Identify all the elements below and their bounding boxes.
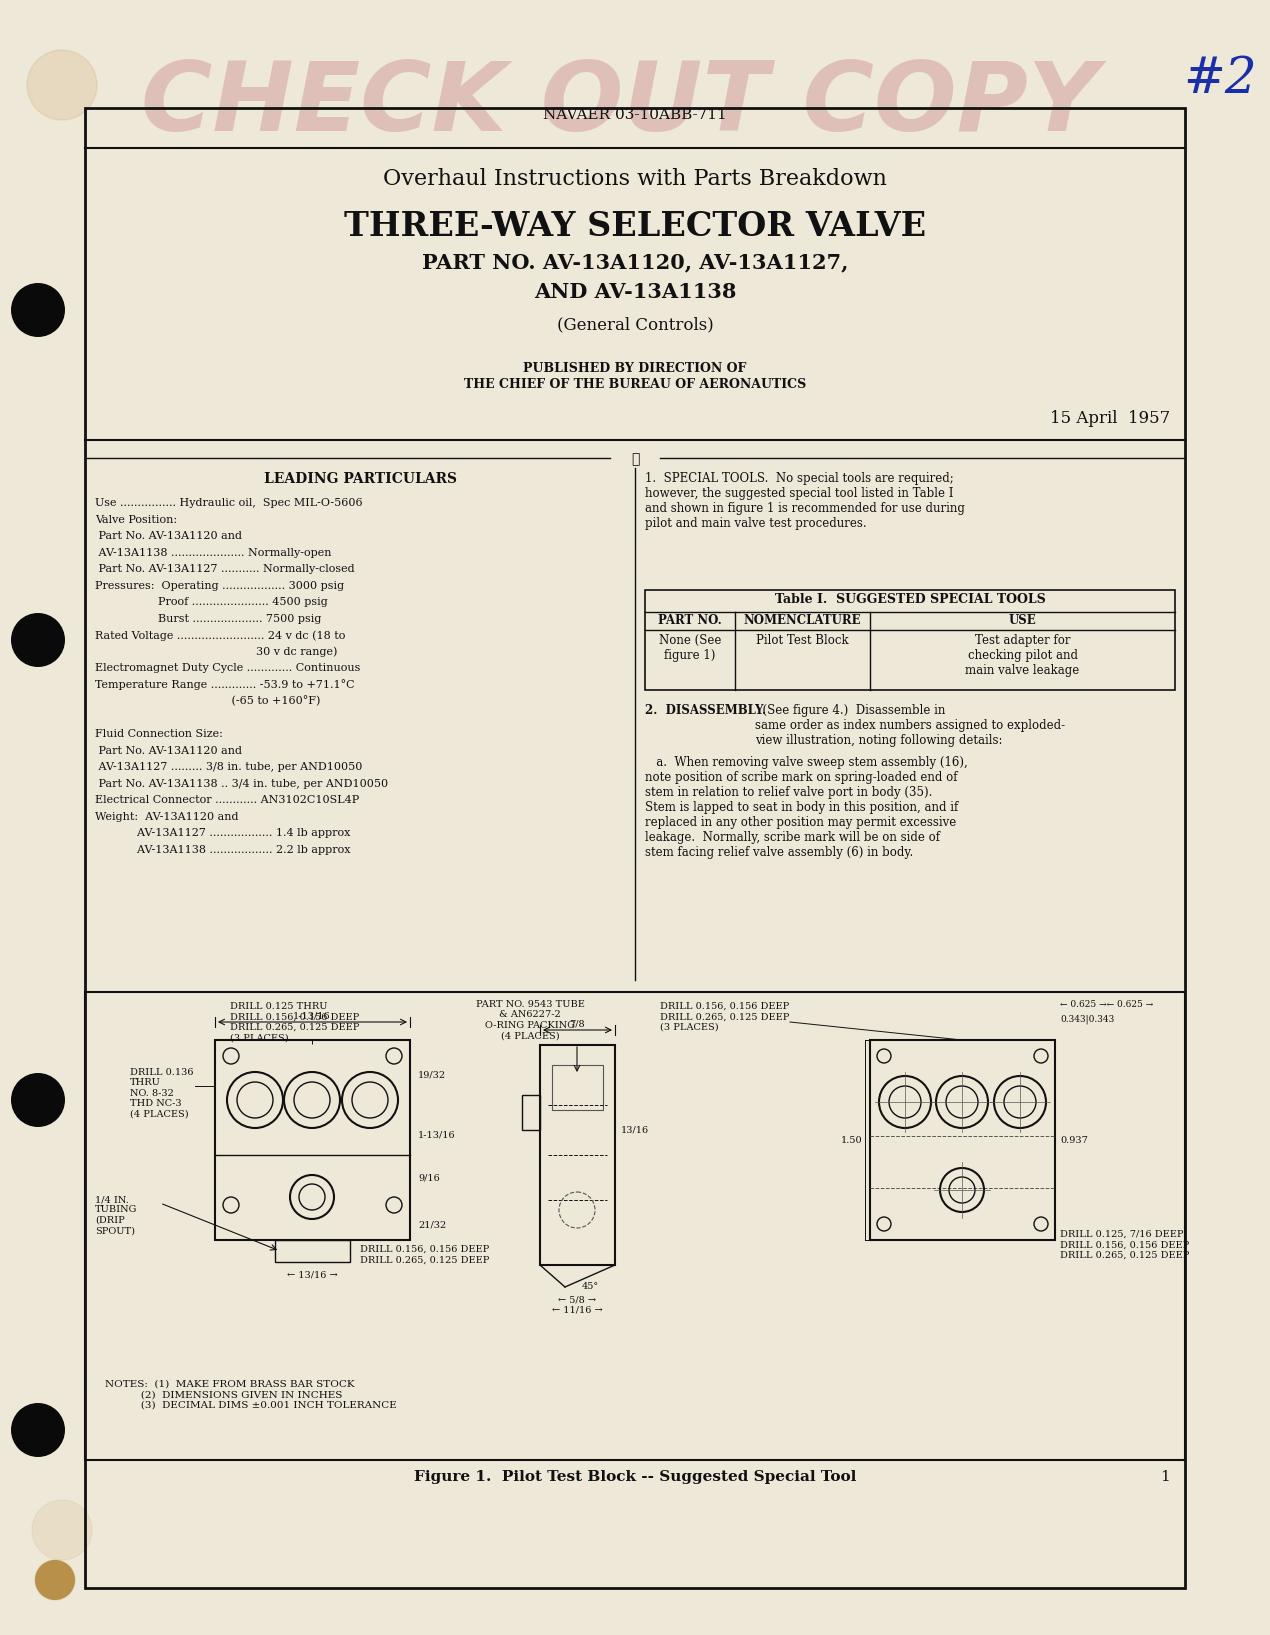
Text: AV-13A1127 .................. 1.4 lb approx: AV-13A1127 .................. 1.4 lb app… bbox=[95, 827, 351, 839]
Text: AND AV-13A1138: AND AV-13A1138 bbox=[533, 281, 737, 302]
Text: NOTES:  (1)  MAKE FROM BRASS BAR STOCK
           (2)  DIMENSIONS GIVEN IN INCHE: NOTES: (1) MAKE FROM BRASS BAR STOCK (2)… bbox=[105, 1380, 396, 1409]
Text: Pilot Test Block: Pilot Test Block bbox=[756, 634, 848, 647]
Text: CHECK OUT COPY: CHECK OUT COPY bbox=[141, 57, 1099, 150]
Text: DRILL 0.156, 0.156 DEEP
DRILL 0.265, 0.125 DEEP
(3 PLACES): DRILL 0.156, 0.156 DEEP DRILL 0.265, 0.1… bbox=[660, 1002, 790, 1032]
Text: USE: USE bbox=[1008, 615, 1036, 626]
Text: THREE-WAY SELECTOR VALVE: THREE-WAY SELECTOR VALVE bbox=[344, 209, 926, 244]
Text: NOMENCLATURE: NOMENCLATURE bbox=[744, 615, 861, 626]
Bar bbox=[540, 1045, 615, 1265]
Text: Weight:  AV-13A1120 and: Weight: AV-13A1120 and bbox=[95, 811, 239, 821]
Text: 1-13/16: 1-13/16 bbox=[418, 1130, 456, 1140]
Text: 9/16: 9/16 bbox=[418, 1172, 439, 1182]
Text: 30 v dc range): 30 v dc range) bbox=[95, 646, 338, 657]
Text: Electrical Connector ............ AN3102C10SL4P: Electrical Connector ............ AN3102… bbox=[95, 795, 359, 804]
Text: ← 5/8 →
← 11/16 →: ← 5/8 → ← 11/16 → bbox=[551, 1295, 602, 1315]
Text: DRILL 0.156, 0.156 DEEP
DRILL 0.265, 0.125 DEEP: DRILL 0.156, 0.156 DEEP DRILL 0.265, 0.1… bbox=[359, 1244, 489, 1264]
Text: 1/4 IN.
TUBING
(DRIP
SPOUT): 1/4 IN. TUBING (DRIP SPOUT) bbox=[95, 1195, 137, 1234]
Text: ← 0.625 →← 0.625 →: ← 0.625 →← 0.625 → bbox=[1060, 1001, 1153, 1009]
Text: Overhaul Instructions with Parts Breakdown: Overhaul Instructions with Parts Breakdo… bbox=[384, 168, 886, 190]
Text: 7/8: 7/8 bbox=[569, 1019, 584, 1028]
Text: 1.50: 1.50 bbox=[841, 1135, 862, 1144]
Text: NAVAER 03-10ABB-711: NAVAER 03-10ABB-711 bbox=[544, 108, 726, 123]
Text: (General Controls): (General Controls) bbox=[556, 316, 714, 334]
Text: Use ................ Hydraulic oil,  Spec MIL-O-5606: Use ................ Hydraulic oil, Spec… bbox=[95, 499, 363, 508]
Circle shape bbox=[11, 283, 65, 337]
Text: Proof ...................... 4500 psig: Proof ...................... 4500 psig bbox=[95, 597, 328, 607]
Bar bbox=[645, 590, 1175, 690]
Circle shape bbox=[32, 1499, 91, 1560]
Text: None (See
figure 1): None (See figure 1) bbox=[659, 634, 721, 662]
Text: a.  When removing valve sweep stem assembly (16),
note position of scribe mark o: a. When removing valve sweep stem assemb… bbox=[645, 755, 968, 858]
Text: Figure 1.  Pilot Test Block -- Suggested Special Tool: Figure 1. Pilot Test Block -- Suggested … bbox=[414, 1470, 856, 1485]
Text: 1.  SPECIAL TOOLS.  No special tools are required;
however, the suggested specia: 1. SPECIAL TOOLS. No special tools are r… bbox=[645, 473, 965, 530]
Text: Part No. AV-13A1138 .. 3/4 in. tube, per AND10050: Part No. AV-13A1138 .. 3/4 in. tube, per… bbox=[95, 778, 389, 788]
Text: PUBLISHED BY DIRECTION OF: PUBLISHED BY DIRECTION OF bbox=[523, 361, 747, 374]
Text: AV-13A1138 .................. 2.2 lb approx: AV-13A1138 .................. 2.2 lb app… bbox=[95, 845, 351, 855]
Circle shape bbox=[27, 51, 97, 119]
Circle shape bbox=[36, 1560, 75, 1601]
Text: (-65 to +160°F): (-65 to +160°F) bbox=[95, 697, 320, 706]
Text: PART NO. 9543 TUBE
& AN6227-2
O-RING PACKING
(4 PLACES): PART NO. 9543 TUBE & AN6227-2 O-RING PAC… bbox=[475, 1001, 584, 1040]
Text: Temperature Range ............. -53.9 to +71.1°C: Temperature Range ............. -53.9 to… bbox=[95, 680, 354, 690]
Text: Pressures:  Operating .................. 3000 psig: Pressures: Operating .................. … bbox=[95, 580, 344, 590]
Text: PART NO.: PART NO. bbox=[658, 615, 721, 626]
Text: Fluid Connection Size:: Fluid Connection Size: bbox=[95, 729, 222, 739]
Bar bbox=[552, 1064, 603, 1110]
Text: LEADING PARTICULARS: LEADING PARTICULARS bbox=[263, 473, 456, 486]
Bar bbox=[215, 1040, 410, 1239]
Text: (See figure 4.)  Disassemble in
same order as index numbers assigned to exploded: (See figure 4.) Disassemble in same orde… bbox=[754, 705, 1066, 747]
Text: #2: #2 bbox=[1184, 56, 1257, 105]
Text: AV-13A1138 ..................... Normally-open: AV-13A1138 ..................... Normall… bbox=[95, 548, 331, 558]
Text: 2.  DISASSEMBLY.: 2. DISASSEMBLY. bbox=[645, 705, 766, 718]
Text: 21/32: 21/32 bbox=[418, 1220, 446, 1230]
Text: Valve Position:: Valve Position: bbox=[95, 515, 177, 525]
Text: DRILL 0.125, 7/16 DEEP
DRILL 0.156, 0.156 DEEP
DRILL 0.265, 0.125 DEEP: DRILL 0.125, 7/16 DEEP DRILL 0.156, 0.15… bbox=[1060, 1230, 1190, 1261]
Bar bbox=[276, 1239, 351, 1262]
Text: 15 April  1957: 15 April 1957 bbox=[1050, 410, 1170, 427]
Circle shape bbox=[36, 1560, 75, 1601]
Text: Burst .................... 7500 psig: Burst .................... 7500 psig bbox=[95, 613, 321, 623]
Text: PART NO. AV-13A1120, AV-13A1127,: PART NO. AV-13A1120, AV-13A1127, bbox=[422, 252, 848, 271]
Circle shape bbox=[11, 1403, 65, 1457]
Text: ★: ★ bbox=[631, 451, 639, 466]
Circle shape bbox=[11, 613, 65, 667]
Text: Part No. AV-13A1120 and: Part No. AV-13A1120 and bbox=[95, 746, 243, 755]
Circle shape bbox=[11, 1073, 65, 1127]
Text: Table I.  SUGGESTED SPECIAL TOOLS: Table I. SUGGESTED SPECIAL TOOLS bbox=[775, 594, 1045, 607]
Text: 0.343|0.343: 0.343|0.343 bbox=[1060, 1014, 1114, 1024]
Text: Part No. AV-13A1120 and: Part No. AV-13A1120 and bbox=[95, 531, 243, 541]
Text: Test adapter for
checking pilot and
main valve leakage: Test adapter for checking pilot and main… bbox=[965, 634, 1080, 677]
Text: 0.937: 0.937 bbox=[1060, 1135, 1088, 1144]
Bar bbox=[870, 1040, 1055, 1239]
Text: 45°: 45° bbox=[582, 1282, 599, 1292]
Text: DRILL 0.136
THRU
NO. 8-32
THD NC-3
(4 PLACES): DRILL 0.136 THRU NO. 8-32 THD NC-3 (4 PL… bbox=[130, 1068, 193, 1118]
Bar bbox=[85, 108, 1185, 1588]
Text: 1: 1 bbox=[1161, 1470, 1170, 1485]
Bar bbox=[85, 992, 1185, 1460]
Text: AV-13A1127 ......... 3/8 in. tube, per AND10050: AV-13A1127 ......... 3/8 in. tube, per A… bbox=[95, 762, 362, 772]
Text: DRILL 0.125 THRU
DRILL 0.156, 0.156 DEEP
DRILL 0.265, 0.125 DEEP
(3 PLACES): DRILL 0.125 THRU DRILL 0.156, 0.156 DEEP… bbox=[230, 1002, 359, 1041]
Text: THE CHIEF OF THE BUREAU OF AERONAUTICS: THE CHIEF OF THE BUREAU OF AERONAUTICS bbox=[464, 378, 806, 391]
Text: ← 13/16 →: ← 13/16 → bbox=[287, 1270, 338, 1279]
Text: Part No. AV-13A1127 ........... Normally-closed: Part No. AV-13A1127 ........... Normally… bbox=[95, 564, 354, 574]
Text: Rated Voltage ......................... 24 v dc (18 to: Rated Voltage ......................... … bbox=[95, 629, 345, 641]
Text: 1-13/16: 1-13/16 bbox=[293, 1010, 330, 1020]
Text: 19/32: 19/32 bbox=[418, 1069, 446, 1079]
Text: Electromagnet Duty Cycle ............. Continuous: Electromagnet Duty Cycle ............. C… bbox=[95, 664, 361, 674]
Text: 13/16: 13/16 bbox=[621, 1125, 649, 1135]
Bar bbox=[522, 1095, 540, 1130]
